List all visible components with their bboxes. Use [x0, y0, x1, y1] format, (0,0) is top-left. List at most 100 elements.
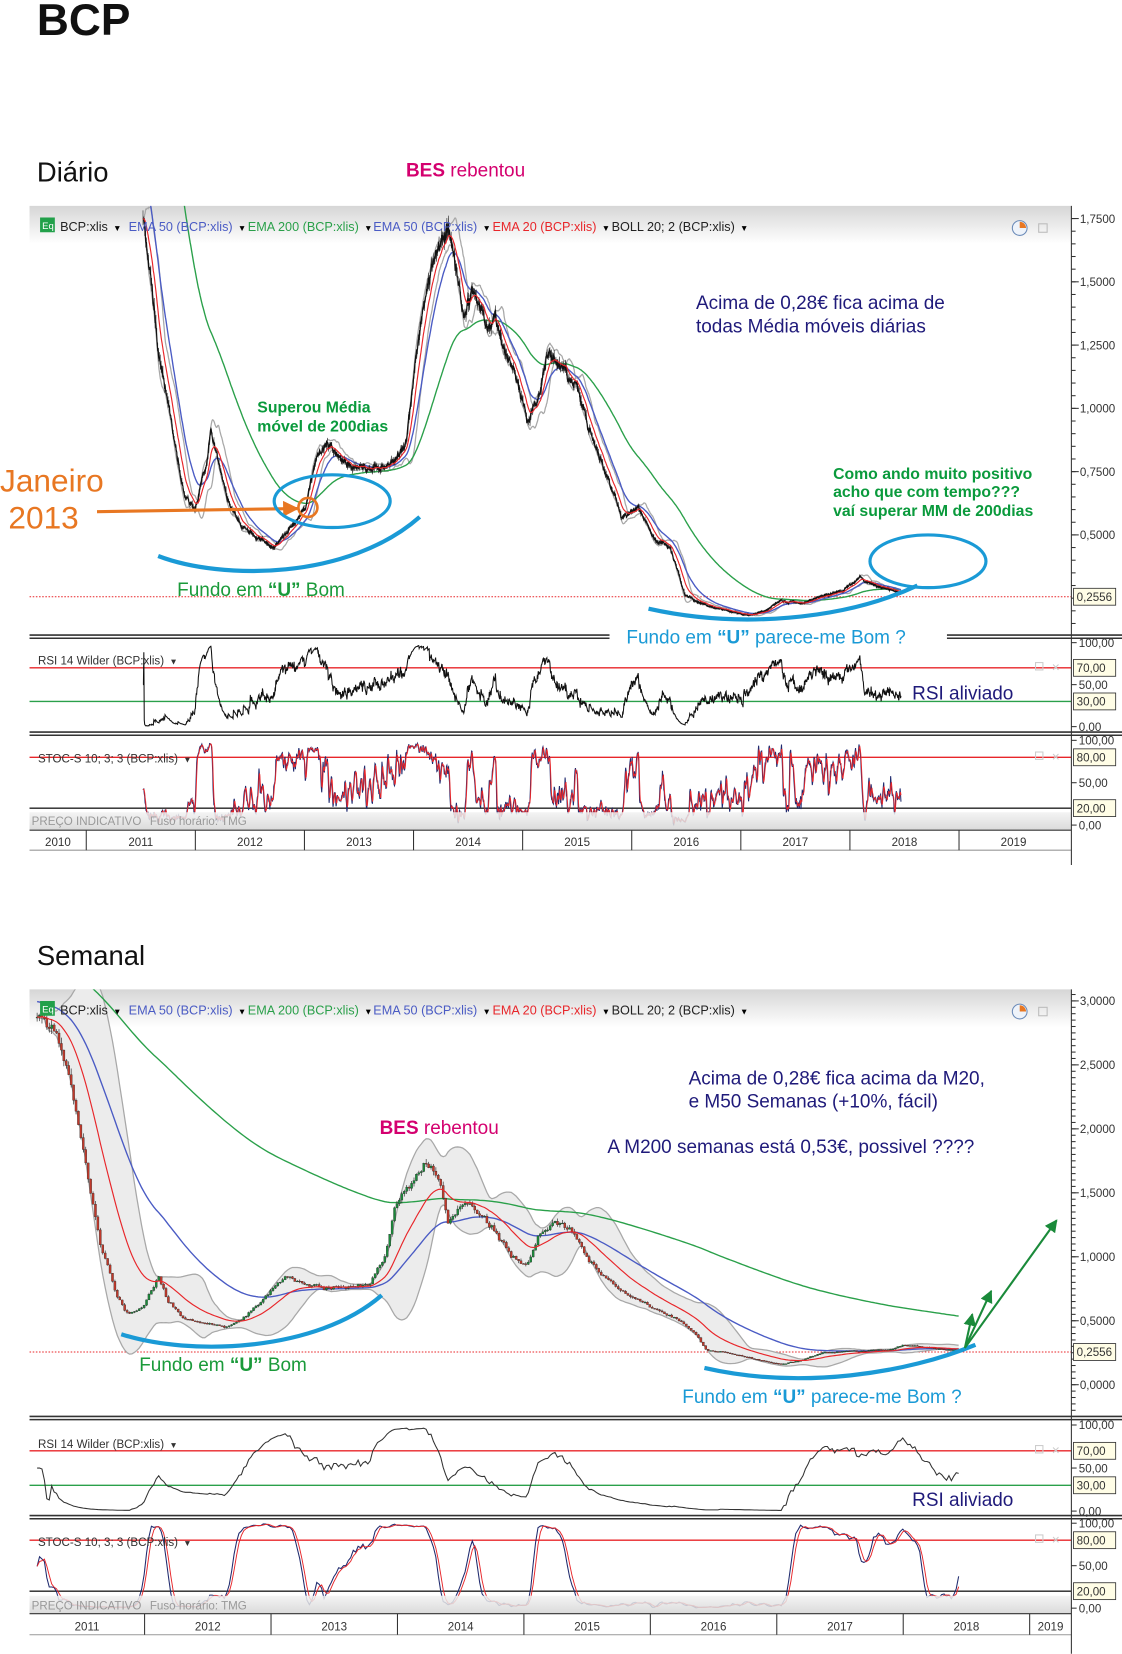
candle [429, 1163, 433, 1170]
candle-body [641, 1300, 644, 1303]
legend-item-ema50[interactable]: EMA 50 (BCP:xlis) ▼ [129, 1004, 247, 1018]
candle [181, 1315, 185, 1320]
x-tick-label: 2012 [237, 837, 263, 849]
candle [565, 1225, 569, 1232]
candle-body [604, 1275, 608, 1279]
candle [427, 1161, 430, 1169]
candle-body [356, 1284, 360, 1287]
candle-body [643, 1301, 647, 1304]
y-tick-label: 1,7500 [1080, 214, 1115, 226]
candle-body [626, 1293, 630, 1296]
legend-item-price[interactable]: BCP:xlis ▼ [60, 220, 121, 234]
ema20-line [37, 1016, 959, 1362]
candle-body [539, 1233, 542, 1237]
candle [940, 1348, 943, 1350]
legend-item-ema20[interactable]: EMA 20 (BCP:xlis) ▼ [492, 220, 610, 234]
maximize-icon[interactable] [1038, 1006, 1048, 1017]
stoch-pane-label[interactable]: STOC-S 10; 3; 3 (BCP:xlis) ▼ [38, 754, 192, 766]
candle-body [420, 1171, 423, 1173]
candle-body [82, 1137, 85, 1150]
candle-body [296, 1280, 299, 1283]
candle [818, 1353, 822, 1355]
stoch-tick-label: 0,00 [1079, 820, 1102, 832]
legend-item-ema20[interactable]: EMA 20 (BCP:xlis) ▼ [492, 1004, 610, 1018]
candle-body [463, 1203, 467, 1206]
candle-body [415, 1174, 418, 1181]
candle [191, 1318, 194, 1322]
y-tick-label: 1,5000 [1080, 277, 1115, 289]
clock-icon[interactable] [1011, 220, 1028, 236]
legend-item-ema200[interactable]: EMA 200 (BCP:xlis) ▼ [248, 1004, 373, 1018]
maximize-icon[interactable] [1038, 223, 1048, 233]
candle-body [775, 1362, 778, 1365]
candle-body [77, 1111, 80, 1125]
rsi-pane-label[interactable]: RSI 14 Wilder (BCP:xlis) ▼ [38, 1439, 178, 1451]
candle-body [850, 1350, 853, 1352]
legend-item-ema50-2[interactable]: EMA 50 (BCP:xlis) ▼ [373, 220, 491, 234]
candle [167, 1295, 170, 1304]
candle [210, 1322, 214, 1326]
candle [612, 1280, 615, 1285]
candle [655, 1308, 659, 1311]
candle-body [135, 1310, 139, 1312]
candle [252, 1307, 255, 1311]
candle-body [99, 1229, 102, 1245]
candle-body [128, 1312, 131, 1314]
page-title: BCP [37, 0, 130, 45]
candle-body [587, 1256, 591, 1263]
candle-body [454, 1214, 457, 1217]
candle [179, 1311, 182, 1317]
legend-item-price[interactable]: BCP:xlis ▼ [60, 1004, 121, 1018]
legend-item-ema50[interactable]: EMA 50 (BCP:xlis) ▼ [129, 220, 247, 234]
candle-body [942, 1348, 946, 1351]
legend-item-ema50-2[interactable]: EMA 50 (BCP:xlis) ▼ [373, 1004, 491, 1018]
stoch-pane-label[interactable]: STOC-S 10; 3; 3 (BCP:xlis) ▼ [38, 1537, 192, 1549]
candle-body [745, 1356, 749, 1358]
candle [874, 1349, 878, 1351]
candle-body [617, 1286, 620, 1289]
candle-body [395, 1203, 399, 1208]
candle-body [461, 1204, 464, 1207]
note-line-1: Acima de 0,28€ fica acima de [696, 293, 945, 314]
candle [67, 1061, 70, 1075]
candle [485, 1213, 489, 1224]
candle [176, 1308, 180, 1313]
rsi-level-label: 30,00 [1077, 1480, 1106, 1492]
candle-body [218, 1324, 221, 1326]
candle-body [69, 1074, 73, 1086]
candle-body [624, 1290, 627, 1294]
stoch-level-label: 80,00 [1077, 1535, 1106, 1547]
superou-line-1: Superou Média [257, 400, 370, 417]
candle [585, 1252, 588, 1257]
candle [848, 1350, 851, 1353]
candle-body [514, 1256, 518, 1260]
legend-item-bollinger[interactable]: BOLL 20; 2 (BCP:xlis) ▼ [612, 220, 749, 234]
candle-body [619, 1288, 622, 1291]
rsi-pane-label[interactable]: RSI 14 Wilder (BCP:xlis) ▼ [38, 656, 178, 668]
eq-icon [40, 217, 55, 233]
candle-body [687, 1326, 690, 1329]
candle-body [879, 1349, 883, 1351]
candle [663, 1311, 666, 1314]
candle-body [274, 1285, 277, 1289]
clock-icon[interactable] [1011, 1003, 1028, 1020]
candle-body [206, 1323, 209, 1325]
legend-item-bollinger[interactable]: BOLL 20; 2 (BCP:xlis) ▼ [612, 1004, 749, 1018]
candle-body [369, 1283, 372, 1286]
candle [833, 1352, 836, 1354]
candle [483, 1215, 486, 1218]
legend-item-ema200[interactable]: EMA 200 (BCP:xlis) ▼ [248, 220, 373, 234]
candle-body [721, 1351, 725, 1353]
candle [138, 1308, 141, 1312]
candle-body [913, 1345, 917, 1347]
candle [527, 1260, 530, 1265]
candle-body [315, 1284, 318, 1286]
candle-body [79, 1124, 83, 1138]
footer-band [29, 1595, 1072, 1614]
rsi-level-label: 70,00 [1077, 1446, 1106, 1458]
candle-body [65, 1060, 68, 1066]
candle [493, 1222, 496, 1232]
candle-body [706, 1349, 710, 1351]
bes-annotation: BES rebentou [406, 160, 525, 181]
candle-body [945, 1349, 948, 1351]
